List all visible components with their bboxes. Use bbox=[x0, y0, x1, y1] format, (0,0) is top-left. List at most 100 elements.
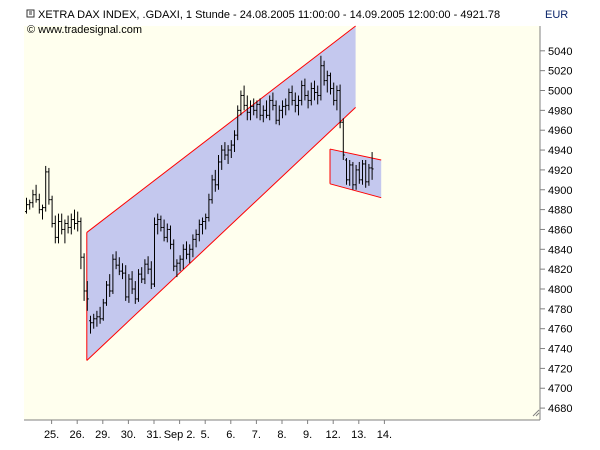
price-bar bbox=[175, 259, 179, 278]
y-axis-ticks: 4680 4700 4720 4740 4760 4780 4800 4820 4840 4860… bbox=[540, 46, 572, 415]
price-bar bbox=[284, 98, 288, 116]
price-bar bbox=[309, 82, 313, 106]
price-bar bbox=[63, 219, 67, 244]
price-bar bbox=[98, 306, 102, 324]
price-bar bbox=[271, 92, 275, 111]
price-bar bbox=[239, 90, 243, 116]
price-bar bbox=[290, 85, 294, 106]
price-bar bbox=[124, 265, 128, 301]
price-bar bbox=[265, 100, 268, 119]
price-bar bbox=[159, 215, 163, 232]
price-bar bbox=[57, 213, 60, 244]
price-bar bbox=[329, 72, 332, 95]
price-bar bbox=[220, 145, 224, 170]
y-tick-label: 4720 bbox=[548, 363, 572, 375]
price-bar bbox=[140, 267, 144, 284]
price-bar bbox=[76, 211, 80, 232]
price-bar bbox=[194, 229, 198, 248]
x-tick-label: 12. bbox=[326, 429, 341, 441]
y-tick-label: 4880 bbox=[548, 205, 572, 217]
price-bar bbox=[249, 100, 252, 121]
x-tick-label: 31. bbox=[146, 429, 161, 441]
y-tick-label: 4680 bbox=[548, 403, 572, 415]
price-bar bbox=[73, 209, 76, 230]
price-bar bbox=[188, 244, 192, 264]
price-bar bbox=[306, 90, 310, 109]
price-bar bbox=[332, 82, 336, 106]
y-tick-label: 4760 bbox=[548, 324, 572, 336]
price-bar bbox=[185, 241, 188, 260]
price-bar bbox=[137, 269, 140, 302]
currency-label: EUR bbox=[545, 9, 568, 21]
x-tick-label: 14. bbox=[377, 429, 392, 441]
source-credit: © www.tradesignal.com bbox=[27, 24, 142, 36]
x-tick-label: 13. bbox=[351, 429, 366, 441]
price-bar bbox=[207, 193, 211, 222]
y-tick-label: 4800 bbox=[548, 284, 572, 296]
resize-grip-icon[interactable] bbox=[532, 409, 540, 417]
price-bar bbox=[41, 204, 44, 220]
price-bar bbox=[85, 281, 89, 311]
price-bar bbox=[95, 310, 99, 327]
price-bar bbox=[101, 298, 105, 321]
price-bar bbox=[303, 78, 307, 101]
price-bar bbox=[322, 60, 326, 86]
price-bar bbox=[121, 263, 124, 280]
y-tick-label: 4820 bbox=[548, 264, 572, 276]
y-tick-label: 4700 bbox=[548, 383, 572, 395]
x-tick-label: 29. bbox=[95, 429, 110, 441]
price-bar bbox=[242, 85, 246, 111]
price-bar bbox=[287, 88, 291, 111]
price-bar bbox=[300, 80, 304, 106]
price-bar bbox=[79, 217, 83, 270]
price-bar bbox=[345, 157, 348, 185]
price-bar bbox=[258, 98, 262, 121]
price-bar bbox=[28, 199, 32, 210]
price-bar bbox=[268, 95, 272, 121]
price-bar bbox=[313, 80, 316, 101]
y-tick-label: 4960 bbox=[548, 125, 572, 137]
price-bar bbox=[297, 95, 300, 116]
price-bar bbox=[293, 92, 297, 113]
x-tick-label: 8. bbox=[277, 429, 286, 441]
price-bar bbox=[201, 217, 204, 235]
price-bar bbox=[223, 142, 227, 160]
price-bar bbox=[130, 271, 134, 294]
price-bar bbox=[191, 234, 195, 258]
price-bar bbox=[89, 315, 92, 334]
x-tick-label: Sep 2. bbox=[164, 429, 196, 441]
price-bar bbox=[60, 213, 64, 235]
price-bar bbox=[66, 215, 70, 234]
chart-menu-icon[interactable] bbox=[26, 9, 35, 18]
price-bar bbox=[335, 85, 339, 111]
price-bar bbox=[165, 223, 169, 243]
price-bar bbox=[37, 193, 41, 214]
y-tick-label: 4900 bbox=[548, 185, 572, 197]
channel-0-lower-line bbox=[86, 107, 356, 361]
price-bar bbox=[92, 313, 96, 329]
price-bar bbox=[229, 140, 233, 158]
channel-1-lower-line bbox=[329, 183, 382, 199]
price-bar bbox=[44, 165, 48, 212]
price-bar bbox=[127, 274, 131, 303]
y-tick-label: 4860 bbox=[548, 224, 572, 236]
y-tick-label: 4780 bbox=[548, 304, 572, 316]
price-bar bbox=[325, 70, 329, 93]
price-bars-layer bbox=[25, 55, 374, 334]
y-tick-label: 5040 bbox=[548, 46, 572, 58]
price-bar bbox=[133, 281, 137, 304]
price-bar bbox=[348, 159, 352, 186]
price-bar bbox=[255, 100, 259, 119]
price-bar bbox=[233, 130, 236, 153]
price-bar bbox=[364, 159, 368, 188]
price-bar bbox=[245, 95, 249, 121]
price-bar bbox=[252, 98, 256, 116]
price-bar bbox=[370, 152, 374, 180]
price-bar bbox=[338, 84, 342, 129]
price-bar bbox=[114, 251, 118, 270]
price-bar bbox=[236, 105, 240, 141]
price-bar bbox=[178, 255, 182, 272]
price-bar bbox=[169, 225, 172, 250]
price-bar bbox=[156, 213, 160, 235]
price-bar bbox=[210, 174, 214, 204]
